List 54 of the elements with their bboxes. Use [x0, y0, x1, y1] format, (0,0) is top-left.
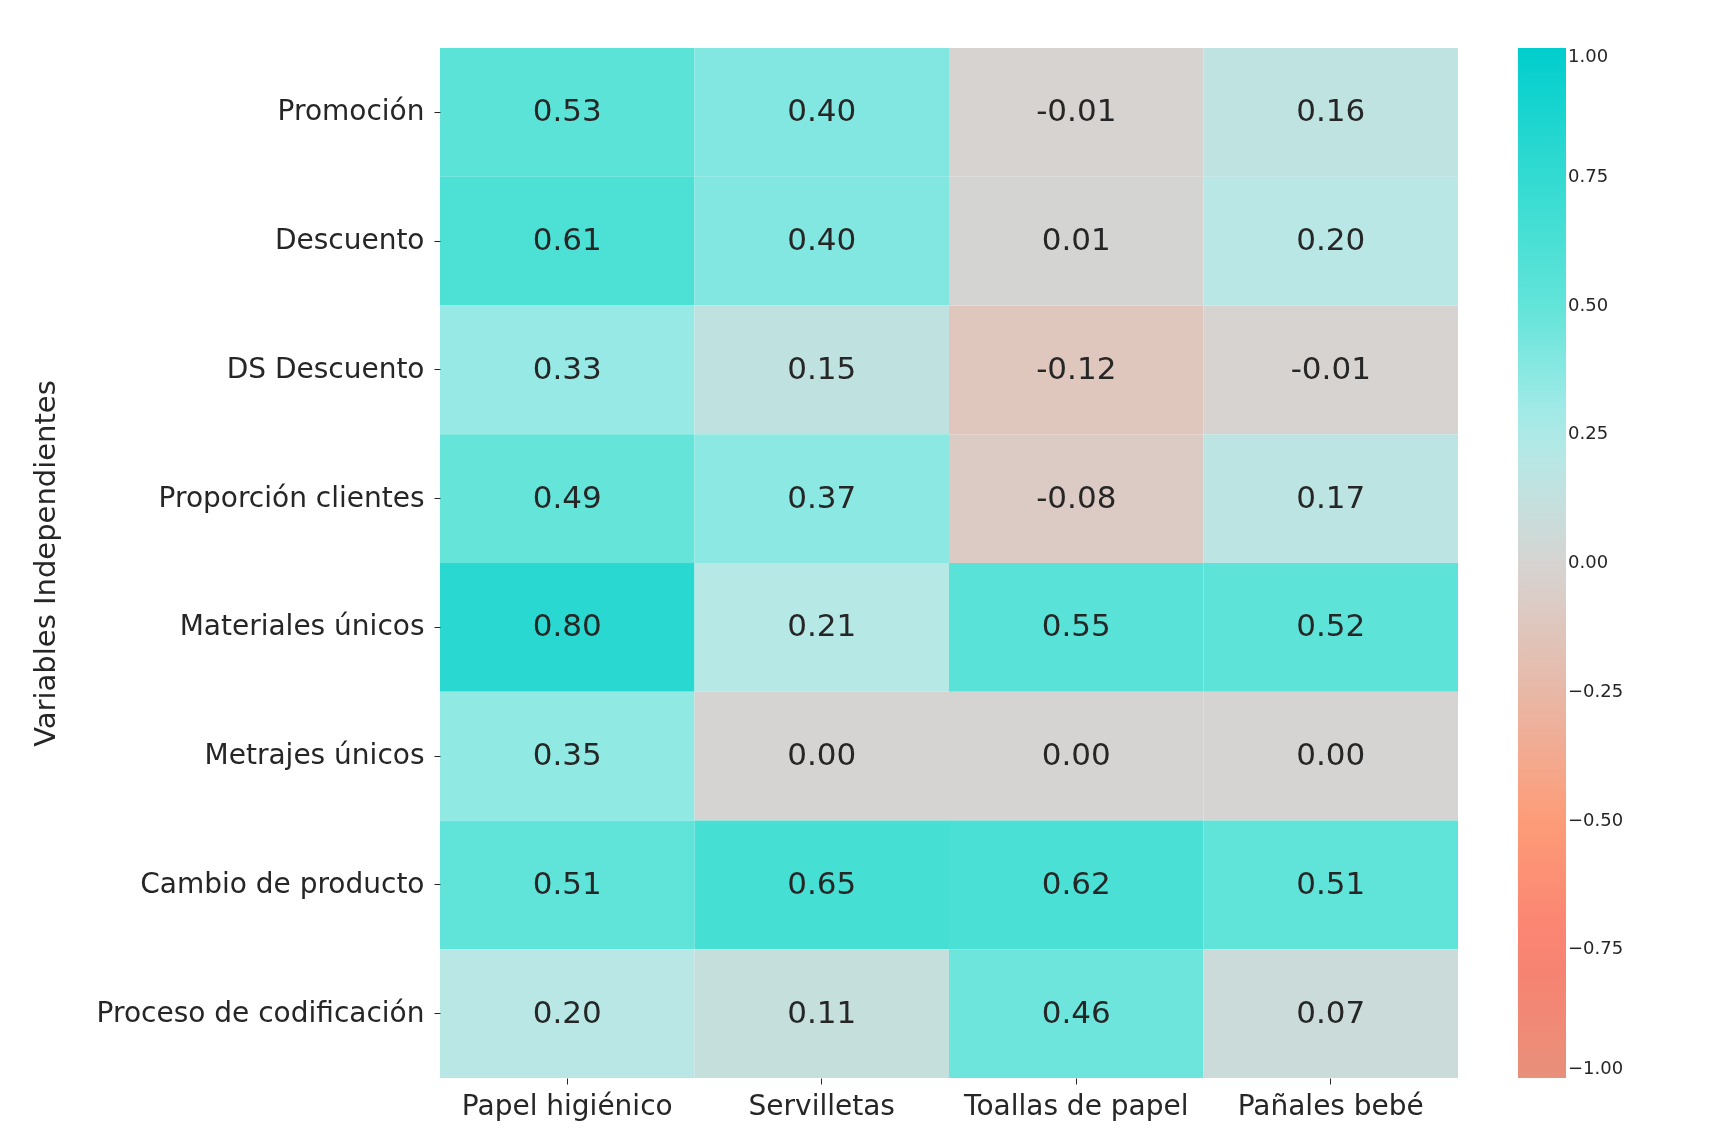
y-tick-label: Cambio de producto [140, 866, 425, 900]
color-bar-label: 0.00 [1568, 551, 1609, 572]
x-tick-label: Servilletas [748, 1088, 895, 1122]
x-tick-label: Toallas de papel [963, 1088, 1189, 1122]
y-tick-label: Materiales únicos [179, 609, 425, 643]
data-label: -0.01 [1290, 349, 1371, 386]
data-label: 0.35 [532, 736, 602, 773]
data-label: 0.49 [532, 478, 602, 515]
y-axis-title: Variables Independientes [27, 380, 62, 747]
x-tick-label: Pañales bebé [1237, 1088, 1424, 1122]
y-tick-label: DS Descuento [226, 351, 425, 385]
data-label: 0.00 [787, 736, 857, 773]
data-label: 0.52 [1296, 607, 1366, 644]
data-label: 0.15 [787, 349, 857, 386]
y-tick-label: Proceso de codificación [96, 995, 425, 1029]
color-bar-label: −1.00 [1568, 1057, 1624, 1078]
data-label: 0.00 [1296, 736, 1366, 773]
data-label: 0.00 [1041, 736, 1111, 773]
color-bar-label: 0.50 [1568, 293, 1609, 315]
data-label: -0.08 [1036, 478, 1117, 515]
color-bar-label: −0.50 [1568, 808, 1624, 830]
color-bar-label: −0.75 [1568, 937, 1624, 959]
data-label: 0.55 [1041, 607, 1111, 644]
data-label: 0.16 [1296, 92, 1366, 129]
color-bar-label: 0.25 [1568, 422, 1609, 444]
color-bar-label: −0.25 [1568, 679, 1624, 701]
data-label: 0.01 [1041, 221, 1111, 258]
data-label: 0.51 [532, 864, 602, 901]
data-label: 0.37 [787, 478, 857, 515]
y-tick-label: Promoción [277, 94, 425, 128]
data-label: 0.65 [787, 864, 857, 901]
data-label: 0.11 [787, 993, 857, 1030]
data-label: 0.40 [787, 92, 857, 129]
data-label: 0.61 [532, 221, 602, 258]
y-tick-label: Metrajes únicos [204, 738, 425, 772]
data-label: 0.20 [1296, 221, 1366, 258]
data-label: 0.21 [787, 607, 857, 644]
color-bar-label: 1.00 [1568, 45, 1609, 66]
y-tick-label: Descuento [274, 223, 425, 257]
data-label: 0.20 [532, 993, 602, 1030]
data-label: 0.51 [1296, 864, 1366, 901]
data-label: 0.62 [1041, 864, 1111, 901]
data-label: 0.40 [787, 221, 857, 258]
data-label: -0.01 [1036, 92, 1117, 129]
data-label: -0.12 [1036, 349, 1117, 386]
y-tick-label: Proporción clientes [158, 480, 425, 514]
data-label: 0.33 [532, 349, 602, 386]
data-label: 0.46 [1041, 993, 1111, 1030]
data-label: 0.80 [532, 607, 602, 644]
data-label: 0.53 [532, 92, 602, 129]
data-label: 0.17 [1296, 478, 1366, 515]
data-label: 0.07 [1296, 993, 1366, 1030]
x-tick-label: Papel higiénico [461, 1088, 673, 1122]
color-bar-label: 0.75 [1568, 164, 1609, 186]
